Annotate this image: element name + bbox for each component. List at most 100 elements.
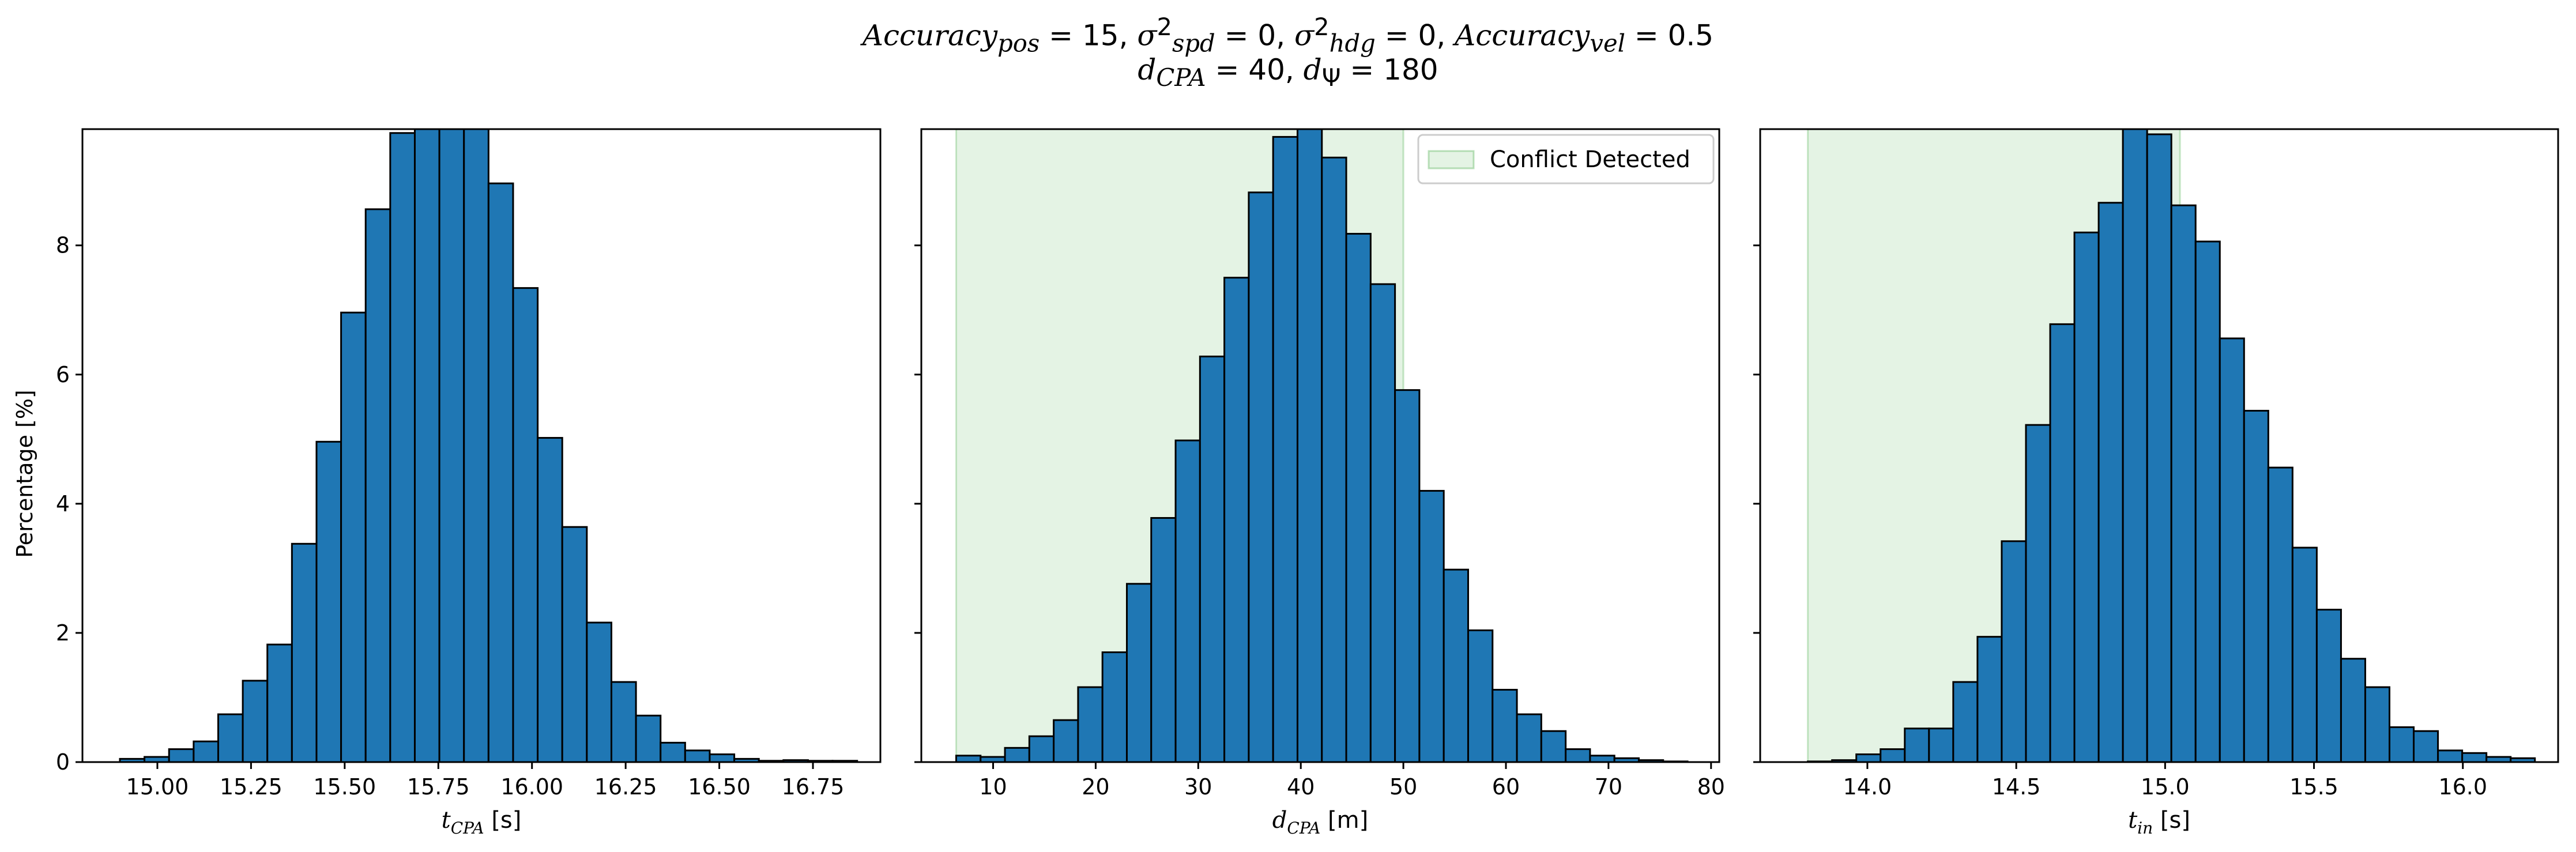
histogram-bar <box>1004 747 1030 763</box>
histogram-bar <box>1589 755 1615 763</box>
histogram-bar <box>1272 135 1298 763</box>
histogram-bar <box>2267 466 2293 763</box>
histogram-bar <box>1053 719 1079 763</box>
histogram-bar <box>2364 686 2391 763</box>
y-tick-label: 6 <box>56 362 70 387</box>
histogram-bar <box>1248 191 1274 763</box>
y-axis-label: Percentage [%] <box>12 390 37 558</box>
histogram-bar <box>1369 283 1396 763</box>
histogram-bar <box>1418 489 1445 763</box>
histogram-bar <box>1565 748 1591 763</box>
histogram-bar <box>487 182 514 763</box>
histogram-bar <box>660 741 686 763</box>
histogram-bar <box>2243 409 2269 763</box>
x-tick-label: 14.5 <box>1992 774 2041 800</box>
histogram-bar <box>2001 540 2027 763</box>
histogram-bar <box>2389 726 2415 763</box>
x-axis-label: dCPA [m] <box>1272 807 1368 838</box>
histogram-bar <box>438 128 465 763</box>
x-tick-label: 70 <box>1595 774 1622 800</box>
x-axis-label: tin [s] <box>2128 807 2190 838</box>
histogram-bar <box>1394 389 1421 763</box>
x-tick-label: 16.25 <box>594 774 657 800</box>
histogram-bar <box>537 437 563 763</box>
histogram-bar <box>1467 629 1494 763</box>
histogram-bar <box>1540 730 1567 763</box>
x-axis-label: tCPA [s] <box>442 807 522 838</box>
histogram-bar <box>2073 231 2100 763</box>
histogram-bar <box>242 680 269 763</box>
histogram-bar <box>168 748 195 763</box>
x-tick-label: 30 <box>1184 774 1212 800</box>
histogram-bar <box>1150 517 1177 763</box>
y-tick-label: 2 <box>56 620 70 646</box>
x-tick-label: 16.00 <box>500 774 563 800</box>
histogram-bar <box>364 208 391 763</box>
histogram-bar <box>1028 735 1055 763</box>
histogram-bar <box>2146 133 2172 763</box>
histogram-bar <box>1199 355 1226 763</box>
histogram-bar <box>1904 727 1930 763</box>
histogram-bar <box>1880 748 1906 763</box>
histogram-bar <box>1976 636 2003 763</box>
x-tick-label: 15.00 <box>126 774 189 800</box>
histogram-bar <box>1101 651 1128 763</box>
histogram-bar <box>955 755 982 763</box>
x-tick-label: 16.0 <box>2438 774 2487 800</box>
histogram-bar <box>2291 546 2318 763</box>
histogram-bar <box>193 740 219 763</box>
histogram-bar <box>2122 128 2148 763</box>
histogram-bar <box>463 128 489 763</box>
histogram-bar <box>2097 202 2124 763</box>
histogram-bar <box>2049 323 2076 763</box>
x-tick-label: 14.0 <box>1843 774 1892 800</box>
panel-3: 14.0 14.5 15.0 15.5 16.0 tin [s] <box>1753 128 2559 838</box>
histogram-bar <box>2413 730 2439 763</box>
histogram-bar <box>2219 337 2245 763</box>
histogram-bar <box>1345 233 1372 763</box>
histogram-bar <box>1321 156 1347 763</box>
x-tick-label: 50 <box>1389 774 1417 800</box>
histogram-bar <box>2315 609 2342 763</box>
histogram-bar <box>2340 658 2366 763</box>
histogram-bar <box>1516 713 1542 763</box>
histogram-bar <box>1492 689 1518 763</box>
histogram-bar <box>1855 753 1882 763</box>
histogram-bar <box>315 440 342 763</box>
x-tick-label: 15.75 <box>407 774 470 800</box>
histogram-bar <box>340 311 367 763</box>
histogram-bar <box>512 287 539 763</box>
x-tick-label: 15.50 <box>313 774 376 800</box>
panel-1: 15.00 15.25 15.50 15.75 16.00 16.25 16.50 16.75… <box>56 128 882 838</box>
axes-frame <box>920 128 1720 763</box>
y-tick-label: 8 <box>56 233 70 258</box>
x-tick-label: 10 <box>979 774 1007 800</box>
legend-label: Conflict Detected <box>1490 146 1690 173</box>
histogram-bar <box>561 526 588 763</box>
histogram-bar <box>709 753 736 763</box>
y-tick-label: 0 <box>56 749 70 775</box>
histogram-bar <box>635 714 662 763</box>
histogram-bar <box>2437 749 2464 763</box>
x-tick-label: 16.50 <box>688 774 751 800</box>
histogram-bar <box>1952 681 1979 763</box>
histogram-bar <box>389 132 416 763</box>
histogram-bar <box>2170 204 2197 763</box>
y-tick-label: 4 <box>56 491 70 517</box>
figure-title-line-1: Accuracypos = 15, σ2spd = 0, σ2hdg = 0, … <box>862 13 1714 58</box>
axes-frame <box>1759 128 2559 763</box>
histogram-bar <box>586 621 612 763</box>
x-tick-label: 80 <box>1697 774 1725 800</box>
histogram-bar <box>291 542 318 763</box>
histogram-bar <box>1443 568 1469 763</box>
histogram-bar <box>2461 752 2488 763</box>
histogram-bar <box>2025 424 2051 763</box>
x-tick-label: 15.5 <box>2289 774 2338 800</box>
histogram-bar <box>2194 240 2221 763</box>
axes-frame <box>81 128 882 763</box>
x-tick-label: 15.0 <box>2141 774 2190 800</box>
histogram-bar <box>1296 128 1323 763</box>
histogram-bar <box>1125 583 1153 763</box>
histogram-bar <box>413 128 440 763</box>
histogram-bar <box>266 643 293 763</box>
